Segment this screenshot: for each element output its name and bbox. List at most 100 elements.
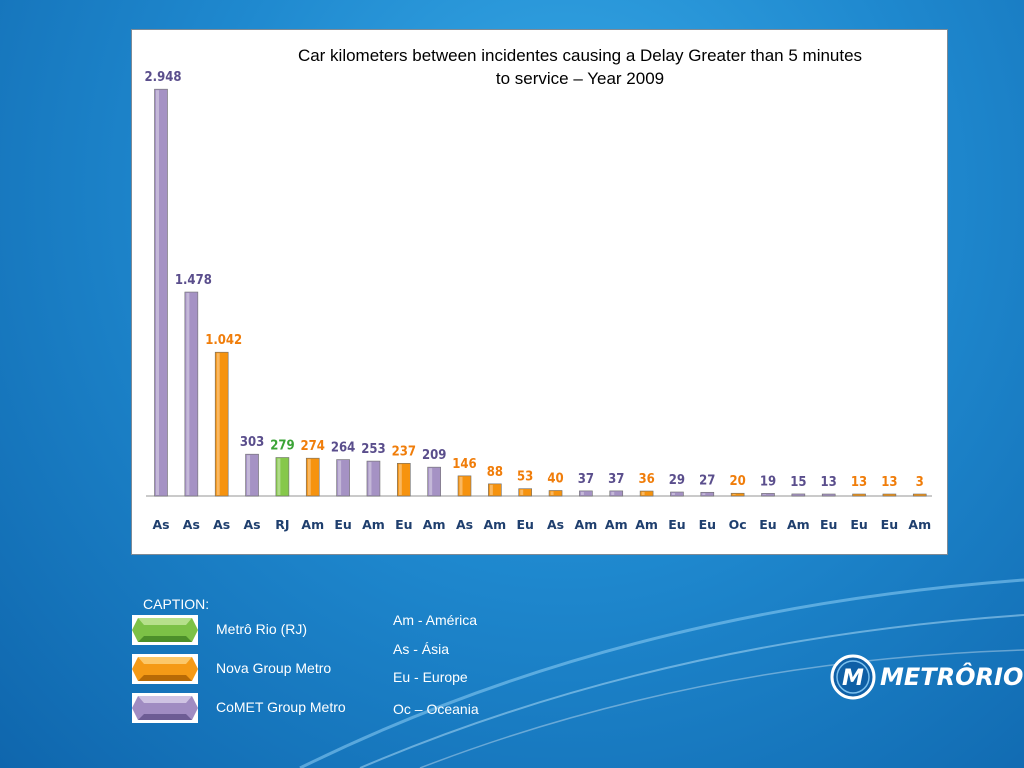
bar bbox=[275, 457, 290, 497]
data-label: 13 bbox=[851, 475, 867, 490]
legend-caption: CAPTION: bbox=[143, 596, 210, 612]
bar-highlight bbox=[550, 491, 554, 495]
bar bbox=[488, 483, 502, 497]
category-tick-label: Eu bbox=[759, 517, 776, 532]
category-tick-label: Eu bbox=[668, 517, 685, 532]
data-label: 13 bbox=[821, 475, 837, 490]
category-tick-label: Eu bbox=[820, 517, 837, 532]
bar-highlight bbox=[277, 458, 281, 495]
region-code-america: Am - América bbox=[393, 612, 478, 628]
data-label: 1.478 bbox=[175, 273, 212, 288]
bar-highlight bbox=[489, 484, 493, 495]
bar bbox=[912, 493, 927, 497]
bar-highlight bbox=[307, 459, 311, 495]
data-label: 37 bbox=[608, 472, 624, 487]
category-tick-label: Am bbox=[362, 517, 385, 532]
bar bbox=[761, 493, 775, 497]
metro-rio-logo-mark: M bbox=[830, 654, 876, 700]
category-tick-label: Am bbox=[605, 517, 628, 532]
bar bbox=[548, 490, 563, 497]
chart-title: Car kilometers between incidentes causin… bbox=[242, 44, 918, 90]
category-tick-label: As bbox=[213, 517, 230, 532]
data-label: 253 bbox=[361, 442, 385, 457]
category-tick-label: Eu bbox=[516, 517, 533, 532]
bar-highlight bbox=[580, 491, 584, 495]
bar-highlight bbox=[247, 455, 251, 495]
data-label: 13 bbox=[881, 475, 897, 490]
legend-swatch-orange bbox=[132, 654, 198, 684]
legend-swatch-green bbox=[132, 615, 198, 645]
bar-highlight bbox=[520, 489, 524, 495]
legend-label-nova: Nova Group Metro bbox=[216, 660, 332, 676]
bar-highlight bbox=[429, 468, 433, 495]
svg-text:M: M bbox=[842, 666, 864, 691]
category-tick-label: Eu bbox=[881, 517, 898, 532]
bar bbox=[579, 490, 593, 497]
data-label: 53 bbox=[517, 470, 533, 485]
metro-rio-logo: M METRÔRIO bbox=[830, 654, 1023, 700]
bar-highlight bbox=[459, 476, 463, 495]
legend-swatch-purple bbox=[132, 693, 198, 723]
category-tick-label: As bbox=[243, 517, 260, 532]
bar bbox=[366, 460, 381, 497]
bar bbox=[214, 351, 229, 497]
data-label: 274 bbox=[301, 439, 325, 454]
bar-highlight bbox=[763, 494, 766, 495]
data-label: 29 bbox=[669, 473, 685, 488]
region-code-asia: As - Ásia bbox=[393, 641, 450, 657]
bar bbox=[730, 492, 745, 497]
category-tick-label: Eu bbox=[395, 517, 412, 532]
category-tick-label: As bbox=[183, 517, 200, 532]
data-label: 279 bbox=[270, 438, 294, 453]
bar bbox=[670, 491, 684, 497]
data-label: 36 bbox=[638, 472, 654, 487]
bar bbox=[396, 462, 411, 497]
category-tick-label: Am bbox=[635, 517, 658, 532]
data-label: 88 bbox=[487, 465, 503, 480]
bar-highlight bbox=[338, 460, 342, 495]
category-tick-label: As bbox=[547, 517, 564, 532]
bar-highlight bbox=[641, 492, 645, 495]
bar bbox=[639, 490, 654, 497]
category-tick-label: Am bbox=[575, 517, 598, 532]
data-label: 1.042 bbox=[205, 333, 242, 348]
data-label: 2.948 bbox=[145, 70, 182, 85]
data-label: 19 bbox=[760, 474, 776, 489]
legend-label-comet: CoMET Group Metro bbox=[216, 699, 346, 715]
bar-highlight bbox=[611, 491, 615, 495]
bar bbox=[791, 493, 806, 497]
category-tick-label: Am bbox=[301, 517, 324, 532]
data-label: 40 bbox=[547, 471, 563, 486]
data-label: 27 bbox=[699, 473, 715, 488]
data-label: 264 bbox=[331, 441, 355, 456]
chart-title-line-2: to service – Year 2009 bbox=[495, 69, 665, 88]
bar-highlight bbox=[186, 293, 190, 495]
data-label: 146 bbox=[452, 457, 476, 472]
bar bbox=[518, 488, 533, 497]
bar bbox=[609, 490, 624, 497]
metro-rio-logo-text: METRÔRIO bbox=[880, 663, 1024, 691]
region-code-oceania: Oc – Oceania bbox=[393, 701, 479, 717]
bar bbox=[336, 459, 350, 497]
legend-label-metro-rio: Metrô Rio (RJ) bbox=[216, 621, 308, 637]
category-tick-label: Am bbox=[787, 517, 810, 532]
data-label: 209 bbox=[422, 448, 446, 463]
category-tick-label: As bbox=[456, 517, 473, 532]
bar bbox=[882, 493, 897, 497]
bar-highlight bbox=[671, 492, 675, 495]
bar-highlight bbox=[398, 464, 402, 495]
bar-highlight bbox=[732, 494, 736, 495]
bar-chart: 2.948 As 1.478 As 1.042 As 303 As 279 RJ 274 Am 264 E… bbox=[145, 70, 932, 532]
chart-panel: 2.948 As 1.478 As 1.042 As 303 As 279 RJ 274 Am 264 E… bbox=[131, 29, 948, 555]
bar bbox=[154, 88, 168, 497]
bar bbox=[700, 491, 715, 497]
category-tick-label: Eu bbox=[334, 517, 351, 532]
bar-highlight bbox=[216, 353, 220, 495]
bar bbox=[457, 475, 472, 497]
data-label: 15 bbox=[790, 475, 806, 490]
data-label: 20 bbox=[730, 474, 746, 489]
bar bbox=[305, 457, 320, 497]
bar bbox=[245, 453, 259, 497]
bar-highlight bbox=[368, 462, 372, 495]
category-tick-label: Am bbox=[908, 517, 931, 532]
